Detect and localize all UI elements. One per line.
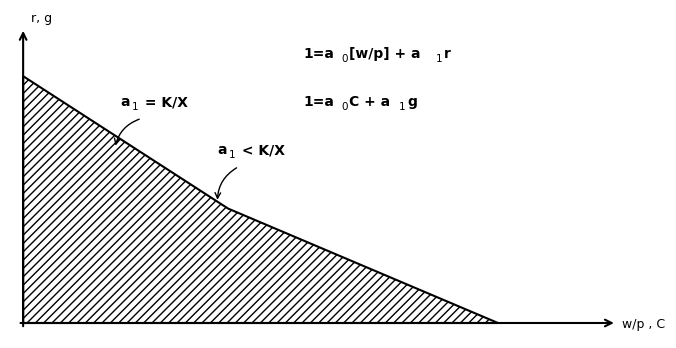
Text: 1=a: 1=a (304, 95, 335, 109)
Text: r: r (444, 47, 451, 61)
Text: 1: 1 (132, 102, 139, 112)
Text: < K/X: < K/X (237, 143, 285, 157)
Text: 1=a: 1=a (304, 47, 335, 61)
Text: 1: 1 (229, 150, 235, 160)
Text: [w/p] + a: [w/p] + a (349, 47, 420, 61)
Text: = K/X: = K/X (140, 95, 188, 109)
Text: g: g (407, 95, 417, 109)
Text: 1: 1 (436, 54, 443, 64)
Text: 1: 1 (399, 102, 406, 112)
Text: w/p , C: w/p , C (622, 318, 665, 331)
Text: 0: 0 (341, 54, 347, 64)
Text: r, g: r, g (31, 12, 52, 25)
Text: a: a (120, 95, 130, 109)
Text: a: a (218, 143, 227, 157)
Text: 0: 0 (341, 102, 347, 112)
Text: C + a: C + a (349, 95, 390, 109)
Polygon shape (23, 76, 498, 323)
